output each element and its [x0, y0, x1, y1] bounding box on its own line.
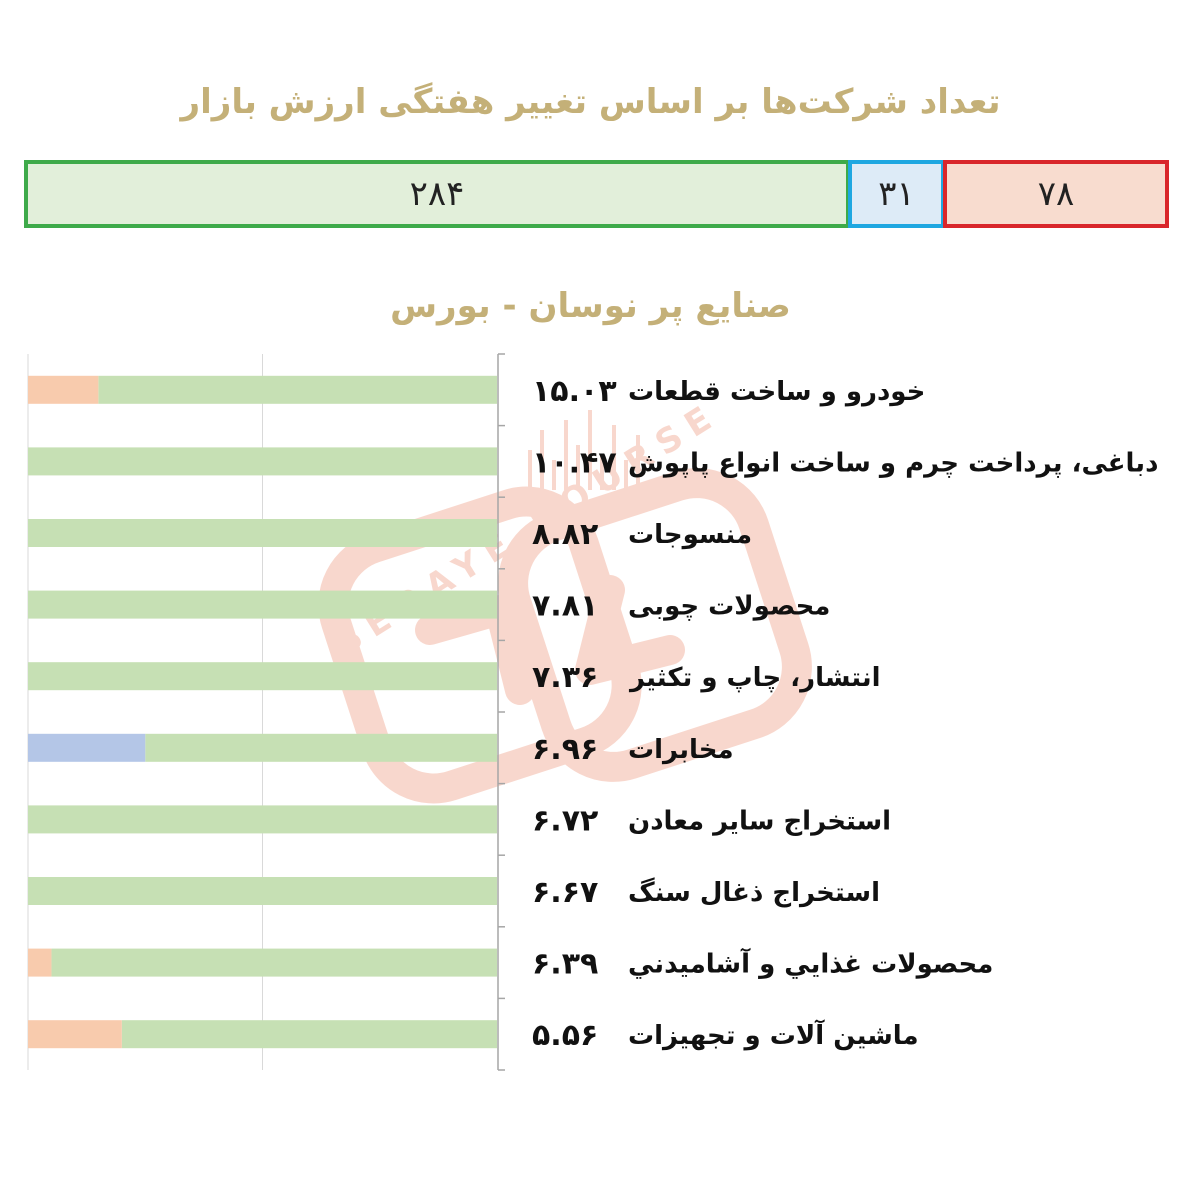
bar-9-series-0	[121, 1020, 498, 1049]
category-label-7: استخراج ذغال سنگ	[628, 877, 880, 908]
count-neutral: ۳۱	[848, 160, 945, 228]
chart-title-main: تعداد شرکت‌ها بر اساس تغییر هفتگی ارزش ب…	[180, 82, 1001, 122]
count-negative: ۷۸	[943, 160, 1169, 228]
value-label-8: ۶.۳۹	[532, 947, 598, 982]
value-label-4: ۷.۳۶	[532, 660, 598, 695]
bar-5-series-1	[28, 733, 146, 762]
chart-title-industries: صنایع پر نوسان - بورس	[390, 286, 791, 326]
category-label-4: انتشار، چاپ و تکثیر	[628, 663, 881, 693]
category-label-1: دباغی، پرداخت چرم و ساخت انواع پاپوش	[628, 448, 1158, 478]
bar-8-series-2	[28, 948, 52, 977]
bar-5-series-0	[145, 733, 497, 762]
count-positive: ۲۸۴	[24, 160, 850, 228]
bar-7-series-0	[28, 877, 497, 905]
bar-0-series-2	[28, 375, 99, 404]
bar-4-series-0	[28, 662, 497, 691]
category-label-9: ماشین آلات و تجهیزات	[628, 1019, 919, 1051]
category-label-5: مخابرات	[628, 735, 734, 765]
bar-6-series-0	[28, 805, 497, 834]
bar-8-series-0	[51, 948, 497, 977]
value-label-7: ۶.۶۷	[532, 875, 598, 910]
value-label-2: ۸.۸۲	[532, 517, 598, 552]
category-label-6: استخراج سایر معادن	[628, 806, 891, 836]
value-label-6: ۶.۷۲	[532, 803, 598, 838]
category-label-3: محصولات چوبی	[628, 592, 830, 622]
value-label-0: ۱۵.۰۳	[532, 374, 617, 409]
bar-0-series-0	[98, 375, 497, 404]
bar-2-series-0	[28, 519, 497, 547]
value-label-5: ۶.۹۶	[532, 732, 598, 767]
bar-9-series-2	[28, 1020, 122, 1049]
category-label-0: خودرو و ساخت قطعات	[628, 377, 925, 407]
category-label-2: منسوجات	[628, 520, 752, 550]
category-label-8: محصولات غذايي و آشاميدني	[628, 948, 993, 980]
value-label-3: ۷.۸۱	[532, 589, 598, 624]
bar-3-series-0	[28, 590, 497, 619]
value-label-9: ۵.۵۶	[532, 1018, 598, 1053]
industries-bar-chart: ۱۵.۰۳ خودرو و ساخت قطعات ۱۰.۴۷ دباغی، پرداخ…	[27, 353, 1158, 1071]
value-label-1: ۱۰.۴۷	[532, 445, 617, 480]
bar-1-series-0	[28, 447, 497, 476]
